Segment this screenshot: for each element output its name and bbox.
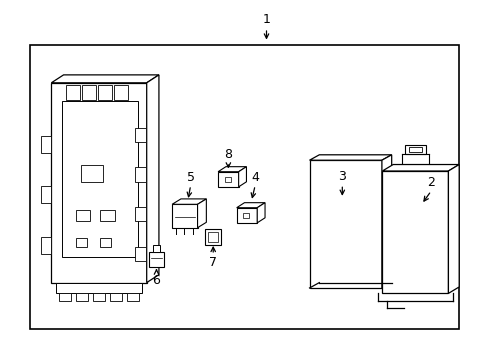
Bar [135, 128, 145, 142]
Bar [135, 167, 145, 182]
Bar [100, 238, 111, 247]
Text: 8: 8 [224, 148, 232, 161]
Text: 5: 5 [186, 171, 194, 184]
Bar [76, 210, 90, 221]
Polygon shape [218, 167, 246, 172]
Bar [114, 85, 128, 100]
Bar [404, 145, 425, 154]
Bar [82, 85, 96, 100]
Bar [93, 293, 105, 301]
Bar [30, 45, 458, 329]
Polygon shape [238, 167, 246, 187]
Bar [98, 85, 112, 100]
Bar [41, 237, 51, 254]
Bar [135, 207, 145, 221]
Bar [205, 229, 221, 245]
Text: 1: 1 [262, 13, 270, 26]
Text: 7: 7 [209, 256, 217, 269]
Polygon shape [146, 75, 159, 283]
Polygon shape [197, 199, 206, 228]
Bar [56, 283, 142, 293]
Bar [149, 252, 163, 267]
Bar [135, 247, 145, 261]
Text: 6: 6 [152, 274, 160, 287]
Bar [224, 177, 230, 182]
Bar [382, 171, 447, 293]
Bar [127, 293, 139, 301]
Bar [51, 83, 146, 283]
Polygon shape [51, 75, 159, 83]
Text: 4: 4 [251, 171, 259, 184]
Bar [236, 208, 257, 223]
Text: 3: 3 [338, 170, 346, 183]
Bar [62, 101, 138, 257]
Polygon shape [172, 199, 206, 204]
Bar [309, 160, 381, 288]
Polygon shape [381, 155, 391, 288]
Bar [243, 213, 249, 218]
Polygon shape [257, 203, 264, 223]
Bar [100, 210, 115, 221]
Bar [59, 293, 71, 301]
Bar [66, 85, 80, 100]
Bar [218, 172, 238, 187]
Bar [408, 147, 421, 152]
Bar [81, 165, 102, 182]
Polygon shape [309, 155, 391, 160]
Polygon shape [447, 165, 458, 293]
Bar [41, 136, 51, 153]
Text: 2: 2 [427, 176, 434, 189]
Bar [172, 204, 197, 228]
Bar [76, 238, 86, 247]
Bar [152, 245, 160, 252]
Polygon shape [382, 165, 458, 171]
Bar [76, 293, 88, 301]
Polygon shape [236, 203, 264, 208]
Bar [41, 186, 51, 203]
Bar [110, 293, 122, 301]
Bar [208, 232, 218, 242]
